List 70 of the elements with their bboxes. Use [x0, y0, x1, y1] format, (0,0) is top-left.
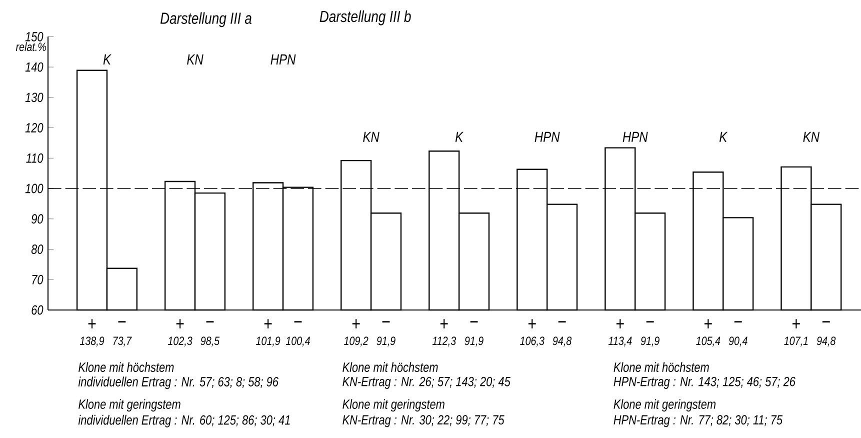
- data-label: 105,4: [696, 336, 720, 347]
- y-tick-label: 110: [26, 153, 44, 163]
- text: +: [616, 319, 624, 328]
- y-tick-label: 70: [32, 274, 44, 284]
- data-label: 94,8: [816, 336, 836, 347]
- text: −: [470, 321, 478, 322]
- x-tick-label: KN: [363, 132, 380, 142]
- y-tick-label: 140: [25, 62, 44, 72]
- data-label: 113,4: [608, 336, 632, 347]
- text: −: [558, 321, 566, 322]
- y-tick-label: 90: [32, 214, 44, 224]
- x-tick-label: K: [455, 132, 464, 142]
- text: −: [734, 321, 742, 322]
- text: −: [646, 321, 654, 322]
- text: Darstellung III b: [320, 10, 411, 26]
- y-tick-label: 60: [32, 305, 44, 315]
- y-tick-label: 120: [25, 123, 44, 132]
- text: −: [206, 321, 214, 322]
- x-tick-label: HPN: [622, 132, 648, 142]
- data-label: 100,4: [286, 336, 310, 347]
- text: HPN-Ertrag : Nr. 77; 82; 30; 11; 75: [614, 415, 783, 428]
- data-label: 106,3: [520, 336, 544, 347]
- text: +: [352, 319, 360, 328]
- text: Klone mit geringstem: [78, 399, 180, 412]
- data-label: 107,1: [784, 336, 808, 347]
- data-label: 102,3: [168, 336, 192, 347]
- y-tick-label: 100: [25, 184, 44, 194]
- text: Darstellung III a: [160, 12, 252, 28]
- y-tick-label: 150: [25, 32, 44, 42]
- data-label: 138,9: [80, 336, 104, 347]
- data-label: 109,2: [344, 336, 368, 347]
- text: Klone mit geringstem: [614, 399, 716, 412]
- x-tick-label: KN: [803, 132, 820, 142]
- text: Klone mit geringstem: [342, 399, 444, 412]
- text: +: [440, 319, 448, 328]
- text: +: [176, 319, 184, 328]
- data-label: 101,9: [256, 336, 280, 347]
- text: KN-Ertrag : Nr. 30; 22; 99; 77; 75: [342, 415, 504, 428]
- data-label: 90,4: [728, 336, 748, 347]
- data-label: 73,7: [113, 336, 132, 347]
- text: Klone mit höchstem: [614, 362, 709, 372]
- series-label: −: [118, 321, 126, 322]
- data-label: 112,3: [432, 336, 456, 347]
- data-label: 91,9: [376, 336, 396, 347]
- text: −: [382, 321, 390, 322]
- text: +: [264, 319, 272, 328]
- text: individuellen Ertrag : Nr. 60; 125; 86; 30; 41: [78, 414, 290, 428]
- text: +: [704, 319, 712, 328]
- text: +: [528, 319, 536, 328]
- data-label: 91,9: [464, 336, 484, 347]
- data-label: 94,8: [552, 336, 572, 347]
- text: HPN-Ertrag : Nr. 143; 125; 46; 57; 26: [614, 376, 796, 389]
- text: KN-Ertrag : Nr. 26; 57; 143; 20; 45: [342, 376, 510, 389]
- text: Klone mit höchstem: [78, 362, 174, 372]
- x-tick-label: KN: [187, 54, 204, 64]
- text: −: [294, 321, 302, 322]
- x-tick-label: K: [720, 132, 728, 142]
- x-tick-label: HPN: [534, 132, 560, 142]
- text: Klone mit höchstem: [342, 362, 438, 372]
- series-label: +: [88, 319, 96, 328]
- data-label: 98,5: [200, 336, 220, 347]
- x-tick-label: HPN: [270, 54, 296, 64]
- y-axis-title: relat.%: [16, 42, 46, 52]
- text: −: [822, 321, 830, 322]
- y-tick-label: 130: [25, 92, 44, 102]
- x-tick-label: K: [103, 54, 112, 64]
- data-label: 91,9: [640, 336, 660, 347]
- y-tick-label: 80: [31, 244, 44, 254]
- text: +: [792, 319, 800, 328]
- text: individuellen Ertrag : Nr. 57; 63; 8; 58; 96: [78, 376, 279, 390]
